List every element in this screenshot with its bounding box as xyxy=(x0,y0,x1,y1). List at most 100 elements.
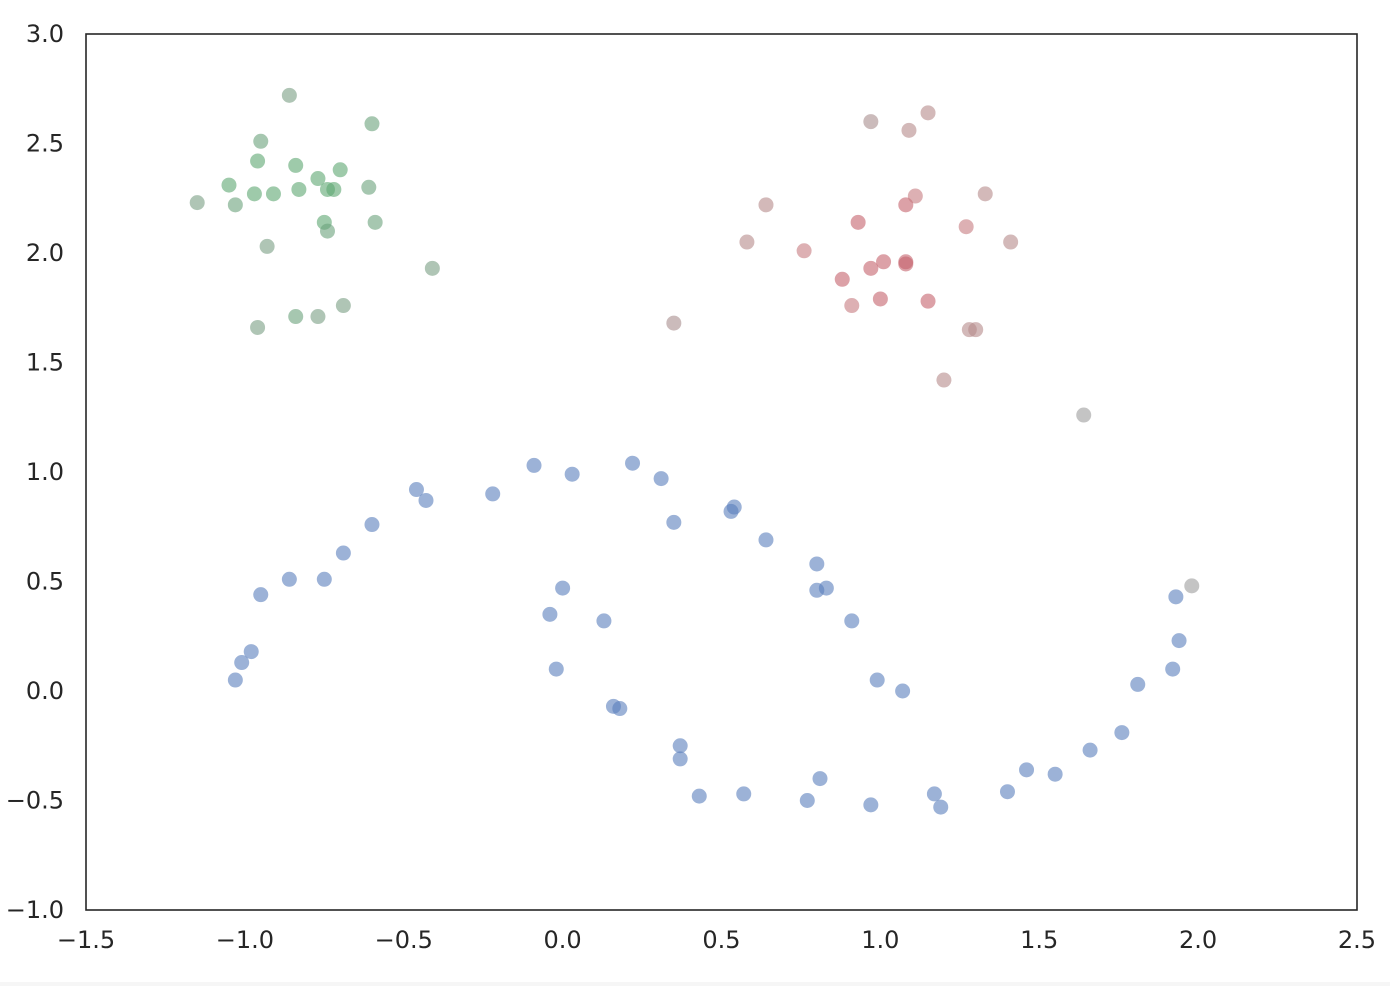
data-point xyxy=(1168,589,1184,605)
data-point xyxy=(726,499,742,515)
data-point xyxy=(281,87,297,103)
plot-area-frame xyxy=(85,33,1358,911)
data-point xyxy=(316,571,332,587)
y-tick-label: 0.0 xyxy=(26,677,64,705)
data-point xyxy=(999,784,1015,800)
data-point xyxy=(291,181,307,197)
data-point xyxy=(259,238,275,254)
data-point xyxy=(332,162,348,178)
data-point xyxy=(361,179,377,195)
points-layer xyxy=(189,87,1200,815)
data-point xyxy=(876,254,892,270)
x-tick-label: 2.0 xyxy=(1179,926,1217,954)
data-point xyxy=(246,186,262,202)
x-tick-label: 1.0 xyxy=(861,926,899,954)
data-point xyxy=(863,114,879,130)
data-point xyxy=(666,514,682,530)
data-point xyxy=(250,153,266,169)
data-point xyxy=(666,315,682,331)
data-point xyxy=(281,571,297,587)
data-point xyxy=(958,219,974,235)
data-point xyxy=(364,517,380,533)
data-point xyxy=(555,580,571,596)
data-point xyxy=(424,260,440,276)
data-point xyxy=(265,186,281,202)
data-point xyxy=(1082,742,1098,758)
data-point xyxy=(1114,725,1130,741)
data-point xyxy=(812,771,828,787)
data-point xyxy=(596,613,612,629)
y-tick-label: 1.0 xyxy=(26,458,64,486)
y-tick-label: 2.5 xyxy=(26,130,64,158)
data-point xyxy=(869,672,885,688)
data-point xyxy=(672,738,688,754)
data-point xyxy=(612,701,628,717)
data-point xyxy=(898,197,914,213)
data-point xyxy=(310,309,326,325)
y-tick-label: 0.5 xyxy=(26,568,64,596)
y-tick-label: 3.0 xyxy=(26,20,64,48)
data-point xyxy=(844,613,860,629)
data-point xyxy=(1165,661,1181,677)
data-point xyxy=(326,181,342,197)
data-point xyxy=(367,214,383,230)
data-point xyxy=(221,177,237,193)
data-point xyxy=(926,786,942,802)
data-point xyxy=(863,260,879,276)
y-tick-label: −0.5 xyxy=(6,787,64,815)
data-point xyxy=(310,171,326,187)
data-point xyxy=(253,587,269,603)
data-point xyxy=(736,786,752,802)
x-tick-label: −1.0 xyxy=(216,926,274,954)
data-point xyxy=(542,606,558,622)
y-tick-label: 1.5 xyxy=(26,349,64,377)
data-point xyxy=(818,580,834,596)
data-point xyxy=(691,788,707,804)
data-point xyxy=(564,466,580,482)
data-point xyxy=(653,471,669,487)
data-point xyxy=(335,298,351,314)
data-point xyxy=(933,799,949,815)
x-tick-label: −0.5 xyxy=(375,926,433,954)
data-point xyxy=(672,751,688,767)
data-point xyxy=(901,122,917,138)
x-axis-ticks: −1.5 −1.0 −0.5 0.0 0.5 1.0 1.5 2.0 2.5 xyxy=(57,926,1376,954)
data-point xyxy=(227,672,243,688)
y-tick-label: 2.0 xyxy=(26,239,64,267)
data-point xyxy=(863,797,879,813)
x-tick-label: 0.0 xyxy=(544,926,582,954)
data-point xyxy=(898,254,914,270)
data-point xyxy=(739,234,755,250)
data-point xyxy=(243,644,259,660)
data-point xyxy=(796,243,812,259)
data-point xyxy=(758,197,774,213)
data-point xyxy=(936,372,952,388)
data-point xyxy=(1076,407,1092,423)
data-point xyxy=(364,116,380,132)
x-tick-label: −1.5 xyxy=(57,926,115,954)
data-point xyxy=(977,186,993,202)
data-point xyxy=(1047,766,1063,782)
data-point xyxy=(1019,762,1035,778)
data-point xyxy=(288,309,304,325)
x-tick-label: 1.5 xyxy=(1020,926,1058,954)
data-point xyxy=(189,195,205,211)
data-point xyxy=(895,683,911,699)
data-point xyxy=(834,271,850,287)
data-point xyxy=(234,655,250,671)
data-point xyxy=(809,556,825,572)
data-point xyxy=(335,545,351,561)
x-tick-label: 0.5 xyxy=(702,926,740,954)
data-point xyxy=(227,197,243,213)
data-point xyxy=(920,105,936,121)
y-axis-ticks: −1.0 −0.5 0.0 0.5 1.0 1.5 2.0 2.5 3.0 xyxy=(6,20,64,924)
data-point xyxy=(799,793,815,808)
data-point xyxy=(758,532,774,548)
data-point xyxy=(1171,633,1187,649)
data-point xyxy=(408,482,424,498)
data-point xyxy=(418,492,434,508)
data-point xyxy=(1184,578,1200,594)
data-point xyxy=(250,319,266,335)
data-point xyxy=(920,293,936,309)
